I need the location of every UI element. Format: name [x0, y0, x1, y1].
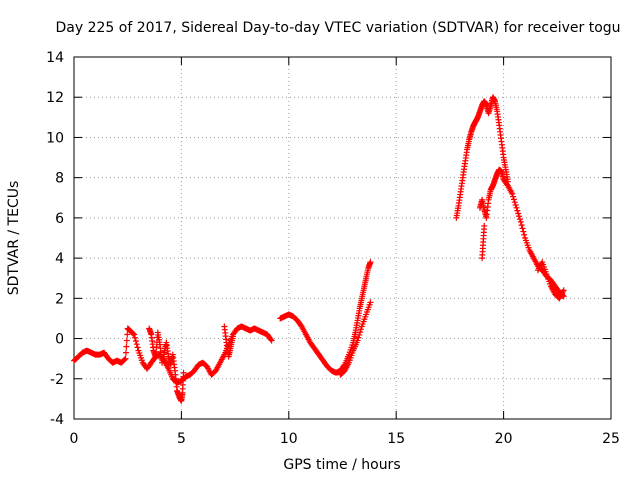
y-tick-label: -4	[50, 412, 64, 428]
data-point	[510, 193, 517, 200]
series-group	[146, 323, 236, 404]
y-tick-label: 4	[55, 251, 64, 267]
data-point	[124, 331, 131, 338]
data-point	[481, 222, 488, 229]
data-point	[518, 222, 525, 229]
data-point	[229, 333, 236, 340]
x-tick-label: 25	[602, 431, 620, 447]
data-point	[267, 336, 274, 343]
data-point	[134, 344, 141, 351]
data-points	[71, 94, 567, 404]
data-point	[367, 299, 374, 306]
data-point	[131, 331, 138, 338]
data-point	[513, 204, 520, 211]
data-point	[515, 210, 522, 217]
data-point	[123, 337, 130, 344]
x-tick-label: 10	[280, 431, 298, 447]
chart-title: Day 225 of 2017, Sidereal Day-to-day VTE…	[55, 20, 620, 36]
data-point	[356, 331, 363, 338]
data-point	[268, 337, 275, 344]
x-axis-label: GPS time / hours	[283, 457, 400, 473]
data-point	[180, 369, 187, 376]
data-point	[123, 343, 130, 350]
data-point	[519, 225, 526, 232]
data-point	[121, 356, 128, 363]
y-tick-label: 2	[55, 291, 64, 307]
data-point	[132, 334, 139, 341]
data-point	[132, 337, 139, 344]
y-tick-label: 14	[46, 50, 64, 66]
data-point	[514, 207, 521, 214]
series-group	[453, 94, 511, 221]
data-point	[509, 190, 516, 197]
grid	[74, 57, 611, 419]
data-point	[521, 231, 528, 238]
series-group	[479, 222, 567, 302]
y-tick-label: 12	[46, 90, 64, 106]
data-point	[367, 259, 374, 266]
data-point	[517, 218, 524, 225]
data-point	[560, 287, 567, 294]
series-group	[337, 299, 374, 378]
x-tick-label: 0	[70, 431, 79, 447]
x-tick-label: 5	[177, 431, 186, 447]
data-point	[510, 196, 517, 203]
data-point	[130, 330, 137, 337]
y-tick-label: 6	[55, 211, 64, 227]
series-group	[277, 259, 374, 376]
y-axis-label: SDTVAR / TECUs	[6, 181, 22, 296]
data-point	[512, 202, 519, 209]
y-tick-label: 10	[46, 130, 64, 146]
data-point	[122, 355, 129, 362]
data-point	[122, 349, 129, 356]
axis-ticks: 0 5 10 15 20 25 -4 -2 0 2 4 6 8 10 12 14	[46, 50, 620, 447]
data-point	[357, 329, 364, 336]
x-tick-label: 15	[387, 431, 405, 447]
data-point	[516, 216, 523, 223]
plot-frame	[73, 56, 612, 420]
data-point	[355, 334, 362, 341]
data-point	[511, 199, 518, 206]
series-group	[476, 166, 567, 300]
data-point	[520, 228, 527, 235]
y-tick-label: 0	[55, 332, 64, 348]
data-point	[516, 213, 523, 220]
y-tick-label: 8	[55, 171, 64, 187]
data-point	[133, 341, 140, 348]
y-tick-label: -2	[50, 372, 64, 388]
data-point	[357, 326, 364, 333]
data-point	[354, 337, 361, 344]
x-tick-label: 20	[495, 431, 513, 447]
